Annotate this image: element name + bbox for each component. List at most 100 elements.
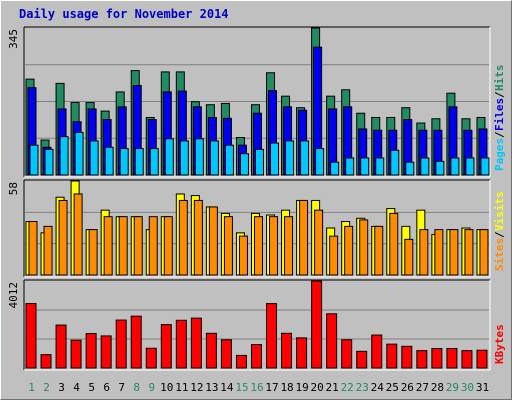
x-tick-label-day-14: 14: [220, 381, 234, 394]
legend-label-visits: Visits: [493, 191, 506, 231]
x-tick-label-day-2: 2: [43, 381, 50, 394]
bar-pages-day-8: [134, 148, 144, 176]
x-tick-label-day-23: 23: [356, 381, 369, 394]
bar-pages-day-5: [89, 140, 99, 176]
bar-sites-day-3: [58, 199, 68, 276]
bar-kbytes-day-27: [416, 350, 428, 369]
bar-pages-day-11: [179, 140, 189, 176]
bar-kbytes-day-28: [431, 347, 443, 369]
x-tick-label-day-11: 11: [175, 381, 188, 394]
x-tick-label-day-12: 12: [190, 381, 203, 394]
bar-sites-day-15: [238, 235, 248, 276]
x-tick-label-day-4: 4: [73, 381, 80, 394]
bar-pages-day-25: [390, 149, 400, 176]
ymax-label-top: 345: [7, 29, 20, 49]
bar-sites-day-9: [148, 216, 158, 276]
bar-sites-day-31: [479, 229, 489, 276]
x-tick-label-day-26: 26: [401, 381, 414, 394]
bar-sites-day-28: [434, 229, 444, 276]
bar-sites-day-27: [419, 229, 429, 276]
x-tick-label-day-30: 30: [461, 381, 474, 394]
bar-kbytes-day-30: [461, 350, 473, 369]
bar-sites-day-21: [329, 235, 339, 276]
bar-pages-day-2: [44, 148, 54, 176]
bar-pages-day-3: [59, 136, 69, 176]
bar-sites-day-1: [28, 221, 38, 276]
legend-label-files: Files: [493, 98, 506, 131]
x-tick-label-day-8: 8: [133, 381, 140, 394]
x-tick-label-day-25: 25: [386, 381, 399, 394]
bar-kbytes-day-20: [311, 280, 323, 369]
bar-kbytes-day-13: [205, 332, 217, 369]
bar-sites-day-14: [223, 216, 233, 276]
bar-pages-day-4: [74, 131, 84, 176]
bar-pages-day-17: [270, 142, 280, 176]
bar-kbytes-day-10: [160, 324, 172, 369]
bar-kbytes-day-1: [25, 303, 37, 369]
x-tick-label-day-22: 22: [341, 381, 354, 394]
bar-pages-day-30: [465, 157, 475, 176]
bar-pages-day-9: [149, 148, 159, 176]
bar-kbytes-day-9: [145, 347, 157, 369]
bar-kbytes-day-2: [40, 354, 52, 369]
x-tick-label-day-6: 6: [103, 381, 110, 394]
bar-kbytes-day-11: [175, 319, 187, 369]
bar-sites-day-24: [374, 225, 384, 276]
bar-kbytes-day-4: [70, 339, 82, 369]
x-tick-label-day-5: 5: [88, 381, 95, 394]
bar-sites-day-17: [269, 216, 279, 276]
bar-pages-day-21: [330, 161, 340, 176]
bar-pages-day-10: [164, 138, 174, 176]
bar-pages-day-27: [420, 157, 430, 176]
bar-kbytes-day-31: [476, 349, 488, 369]
bar-sites-day-26: [404, 238, 414, 276]
legend-label-kbytes: KBytes: [493, 324, 506, 364]
bar-kbytes-day-22: [341, 339, 353, 369]
x-tick-label-day-24: 24: [371, 381, 385, 394]
bar-sites-day-11: [178, 199, 188, 276]
bar-kbytes-day-18: [281, 332, 293, 369]
bar-pages-day-13: [209, 140, 219, 176]
bar-pages-day-18: [285, 140, 295, 176]
ymax-label-middle: 58: [7, 182, 20, 195]
bar-kbytes-day-25: [386, 343, 398, 369]
bar-kbytes-day-15: [235, 354, 247, 369]
bar-kbytes-day-12: [190, 317, 202, 369]
bar-sites-day-19: [299, 199, 309, 276]
x-tick-label-day-17: 17: [265, 381, 278, 394]
legend-label-hits: Hits: [493, 65, 506, 92]
bar-pages-day-7: [119, 148, 129, 176]
bar-sites-day-22: [344, 225, 354, 276]
bar-pages-day-6: [104, 146, 114, 176]
bar-sites-day-10: [163, 216, 173, 276]
legend-separator: /: [493, 91, 506, 98]
bar-pages-day-28: [435, 160, 445, 176]
legend-separator: /: [493, 131, 506, 138]
x-tick-label-day-29: 29: [446, 381, 459, 394]
bar-pages-day-12: [194, 138, 204, 176]
ymax-label-bottom: 4012: [7, 282, 20, 309]
x-tick-label-day-9: 9: [148, 381, 155, 394]
bar-kbytes-day-17: [266, 303, 278, 369]
bar-sites-day-25: [389, 212, 399, 276]
x-tick-label-day-31: 31: [476, 381, 489, 394]
bar-kbytes-day-29: [446, 347, 458, 369]
x-tick-label-day-15: 15: [235, 381, 248, 394]
bar-sites-day-4: [73, 193, 83, 276]
bar-sites-day-2: [43, 225, 53, 276]
bar-pages-day-26: [405, 161, 415, 176]
bar-kbytes-day-16: [250, 344, 262, 369]
bar-pages-day-19: [300, 140, 310, 176]
x-tick-label-day-27: 27: [416, 381, 429, 394]
bar-pages-day-22: [345, 157, 355, 176]
bar-kbytes-day-21: [326, 313, 338, 369]
x-tick-label-day-21: 21: [326, 381, 339, 394]
bar-kbytes-day-19: [296, 337, 308, 369]
bar-pages-day-20: [315, 148, 325, 176]
bar-kbytes-day-14: [220, 339, 232, 369]
legend-label-pages: Pages: [493, 138, 506, 171]
bar-kbytes-day-7: [115, 319, 127, 369]
bar-sites-day-6: [103, 216, 113, 276]
x-tick-label-day-1: 1: [28, 381, 35, 394]
